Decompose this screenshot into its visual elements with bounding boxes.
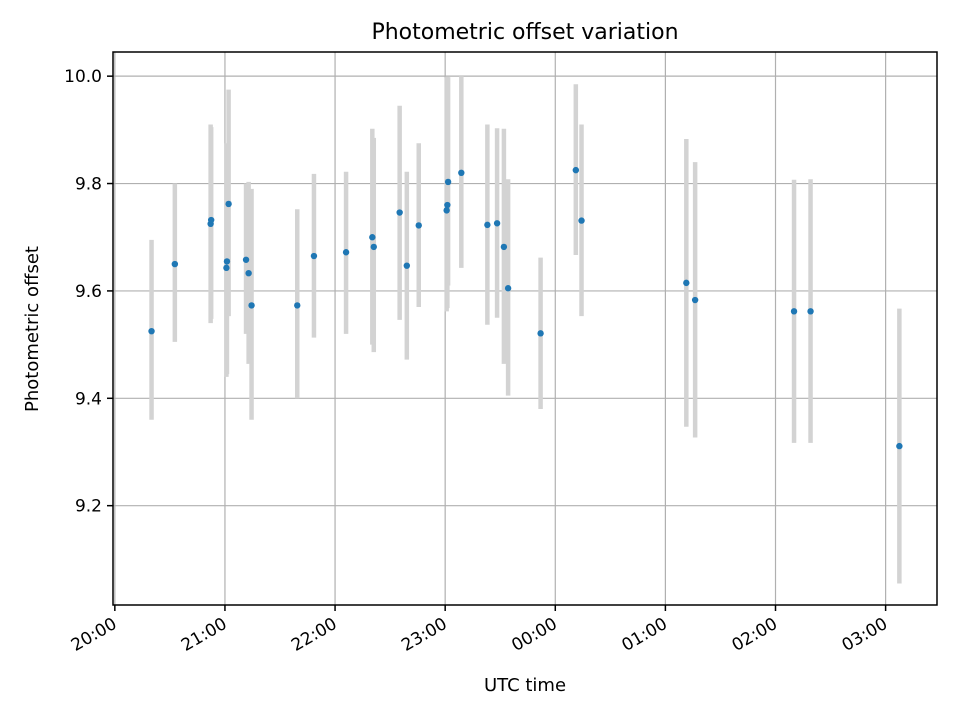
data-point <box>458 169 465 177</box>
data-point <box>403 262 411 269</box>
data-point <box>572 166 580 174</box>
grid-lines <box>113 52 937 605</box>
y-axis-label: Photometric offset <box>22 246 43 412</box>
y-tick-label: 10.0 <box>64 67 102 87</box>
data-point <box>443 207 450 214</box>
x-tick-label: 23:00 <box>398 614 450 656</box>
data-point <box>504 285 512 292</box>
y-tick-label: 9.4 <box>75 389 102 409</box>
data-point <box>245 270 252 277</box>
x-tick-label: 00:00 <box>508 614 560 656</box>
y-axis-ticks: 9.2 9.4 9.6 9.8 10.0 <box>64 67 113 517</box>
data-point <box>415 222 422 229</box>
x-tick-label: 20:00 <box>68 614 120 656</box>
data-point <box>484 221 491 229</box>
data-point <box>148 327 155 335</box>
x-axis-ticks: 20:00 21:00 22:00 23:00 00:00 01:00 02:00 03:00 <box>68 605 891 656</box>
data-point <box>537 330 544 337</box>
x-tick-label: 22:00 <box>288 614 340 656</box>
data-point <box>790 308 798 315</box>
data-point <box>294 302 301 309</box>
data-point <box>896 442 903 450</box>
data-point <box>369 234 376 241</box>
data-point <box>807 308 814 315</box>
error-bars <box>149 76 902 584</box>
data-point <box>500 243 508 251</box>
x-tick-label: 03:00 <box>839 614 891 656</box>
y-tick-label: 9.2 <box>75 497 102 517</box>
data-point <box>444 178 452 186</box>
data-point <box>223 264 230 272</box>
y-tick-label: 9.6 <box>75 282 102 302</box>
data-point <box>248 302 255 309</box>
y-tick-label: 9.8 <box>75 175 102 195</box>
data-point <box>310 252 318 260</box>
data-point <box>223 258 231 265</box>
x-tick-label: 21:00 <box>178 614 230 656</box>
data-point <box>242 256 250 263</box>
data-point <box>691 296 699 304</box>
x-tick-label: 01:00 <box>618 614 670 656</box>
data-point <box>578 217 585 224</box>
data-point <box>444 201 451 209</box>
data-point <box>225 200 232 208</box>
data-point <box>370 243 377 251</box>
chart-title: Photometric offset variation <box>371 20 678 45</box>
x-axis-label: UTC time <box>484 675 566 696</box>
x-tick-label: 02:00 <box>729 614 781 656</box>
plot-frame <box>112 51 938 606</box>
data-point <box>683 279 690 287</box>
data-point <box>396 209 403 216</box>
data-point <box>342 249 350 256</box>
data-point <box>171 260 179 268</box>
data-point <box>493 220 501 227</box>
data-point <box>207 216 215 224</box>
data-points <box>148 166 903 450</box>
